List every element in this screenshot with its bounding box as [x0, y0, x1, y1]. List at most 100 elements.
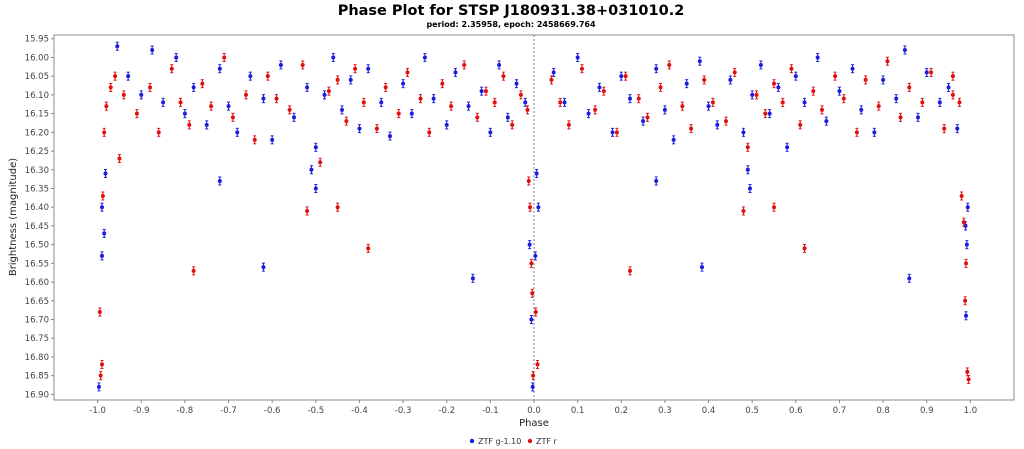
data-point — [217, 179, 222, 183]
data-point — [580, 66, 584, 71]
data-point — [802, 246, 807, 251]
data-point — [466, 104, 471, 109]
data-point — [139, 92, 144, 97]
y-tick-label: 16.05 — [25, 72, 49, 82]
data-point — [322, 92, 327, 97]
data-point — [597, 85, 602, 90]
data-point — [658, 85, 663, 90]
data-point — [103, 171, 108, 176]
x-tick-label: -1.0 — [89, 406, 106, 416]
data-point — [527, 242, 532, 247]
data-point — [942, 126, 947, 131]
data-point — [654, 66, 659, 71]
data-point — [533, 253, 538, 258]
legend-label: ZTF r — [536, 437, 558, 446]
data-point — [689, 126, 694, 131]
data-point — [536, 205, 541, 210]
data-point — [348, 77, 353, 82]
data-point — [728, 77, 733, 82]
data-point — [662, 107, 667, 112]
data-point — [383, 85, 388, 90]
data-point — [305, 85, 310, 90]
y-tick-label: 16.25 — [25, 147, 49, 157]
y-tick-label: 16.65 — [25, 297, 49, 307]
data-point — [121, 92, 126, 97]
data-point — [959, 193, 964, 198]
data-point — [961, 220, 966, 225]
y-tick-label: 16.00 — [25, 53, 49, 63]
data-point — [623, 74, 628, 79]
data-point — [837, 89, 842, 94]
data-point — [305, 208, 310, 213]
data-point — [963, 223, 968, 228]
y-tick-label: 16.50 — [25, 241, 49, 251]
data-point — [244, 92, 248, 97]
legend: ZTF g-1.10 ZTF r — [469, 437, 558, 446]
data-point — [335, 77, 340, 82]
data-point — [409, 111, 414, 116]
data-point — [964, 242, 969, 247]
data-point — [957, 100, 962, 105]
data-point — [98, 373, 103, 378]
data-point — [654, 179, 659, 183]
data-point — [525, 107, 530, 112]
data-point — [772, 81, 776, 86]
x-tick-label: -0.2 — [438, 406, 455, 416]
x-tick-label: -0.7 — [220, 406, 237, 416]
data-point — [593, 107, 598, 112]
data-point — [684, 81, 689, 86]
data-point — [470, 276, 475, 281]
data-point — [529, 261, 534, 266]
data-point — [841, 96, 846, 101]
chart-subtitle: period: 2.35958, epoch: 2458669.764 — [426, 20, 596, 29]
data-point — [200, 81, 205, 86]
data-point — [802, 100, 807, 105]
data-point — [575, 55, 580, 60]
y-tick-label: 16.55 — [25, 259, 49, 269]
data-point — [449, 104, 454, 109]
data-point — [357, 126, 362, 131]
data-point — [113, 74, 118, 79]
data-point — [274, 96, 279, 101]
x-tick-label: 0.6 — [789, 406, 803, 416]
data-point — [885, 59, 890, 64]
data-point — [850, 66, 855, 71]
data-point — [102, 130, 107, 135]
data-point — [750, 92, 755, 97]
data-point — [169, 66, 174, 71]
data-point — [776, 85, 781, 90]
data-point — [100, 205, 104, 210]
data-point — [270, 137, 275, 142]
y-tick-label: 16.60 — [25, 278, 49, 288]
y-tick-label: 16.10 — [25, 91, 49, 101]
legend-marker — [527, 438, 533, 444]
data-point — [966, 377, 971, 382]
data-point — [309, 167, 314, 172]
data-point — [174, 55, 179, 60]
data-point — [697, 59, 702, 64]
data-point — [505, 115, 510, 120]
data-point — [313, 186, 318, 191]
data-point — [964, 313, 968, 318]
data-points — [96, 41, 971, 392]
data-point — [955, 126, 960, 131]
data-point — [780, 100, 785, 105]
data-point — [292, 115, 296, 120]
data-point — [422, 55, 427, 60]
data-point — [872, 130, 877, 135]
data-point — [100, 362, 104, 367]
legend-label: ZTF g-1.10 — [478, 437, 521, 446]
data-point — [526, 179, 531, 183]
data-point — [191, 85, 196, 90]
data-point — [562, 100, 567, 105]
data-point — [444, 122, 449, 127]
data-point — [440, 81, 445, 86]
data-point — [126, 74, 131, 79]
data-point — [946, 85, 951, 90]
x-tick-label: 0.7 — [833, 406, 847, 416]
data-point — [824, 119, 829, 124]
data-point — [533, 310, 538, 315]
data-point — [261, 265, 266, 270]
data-point — [907, 276, 912, 281]
